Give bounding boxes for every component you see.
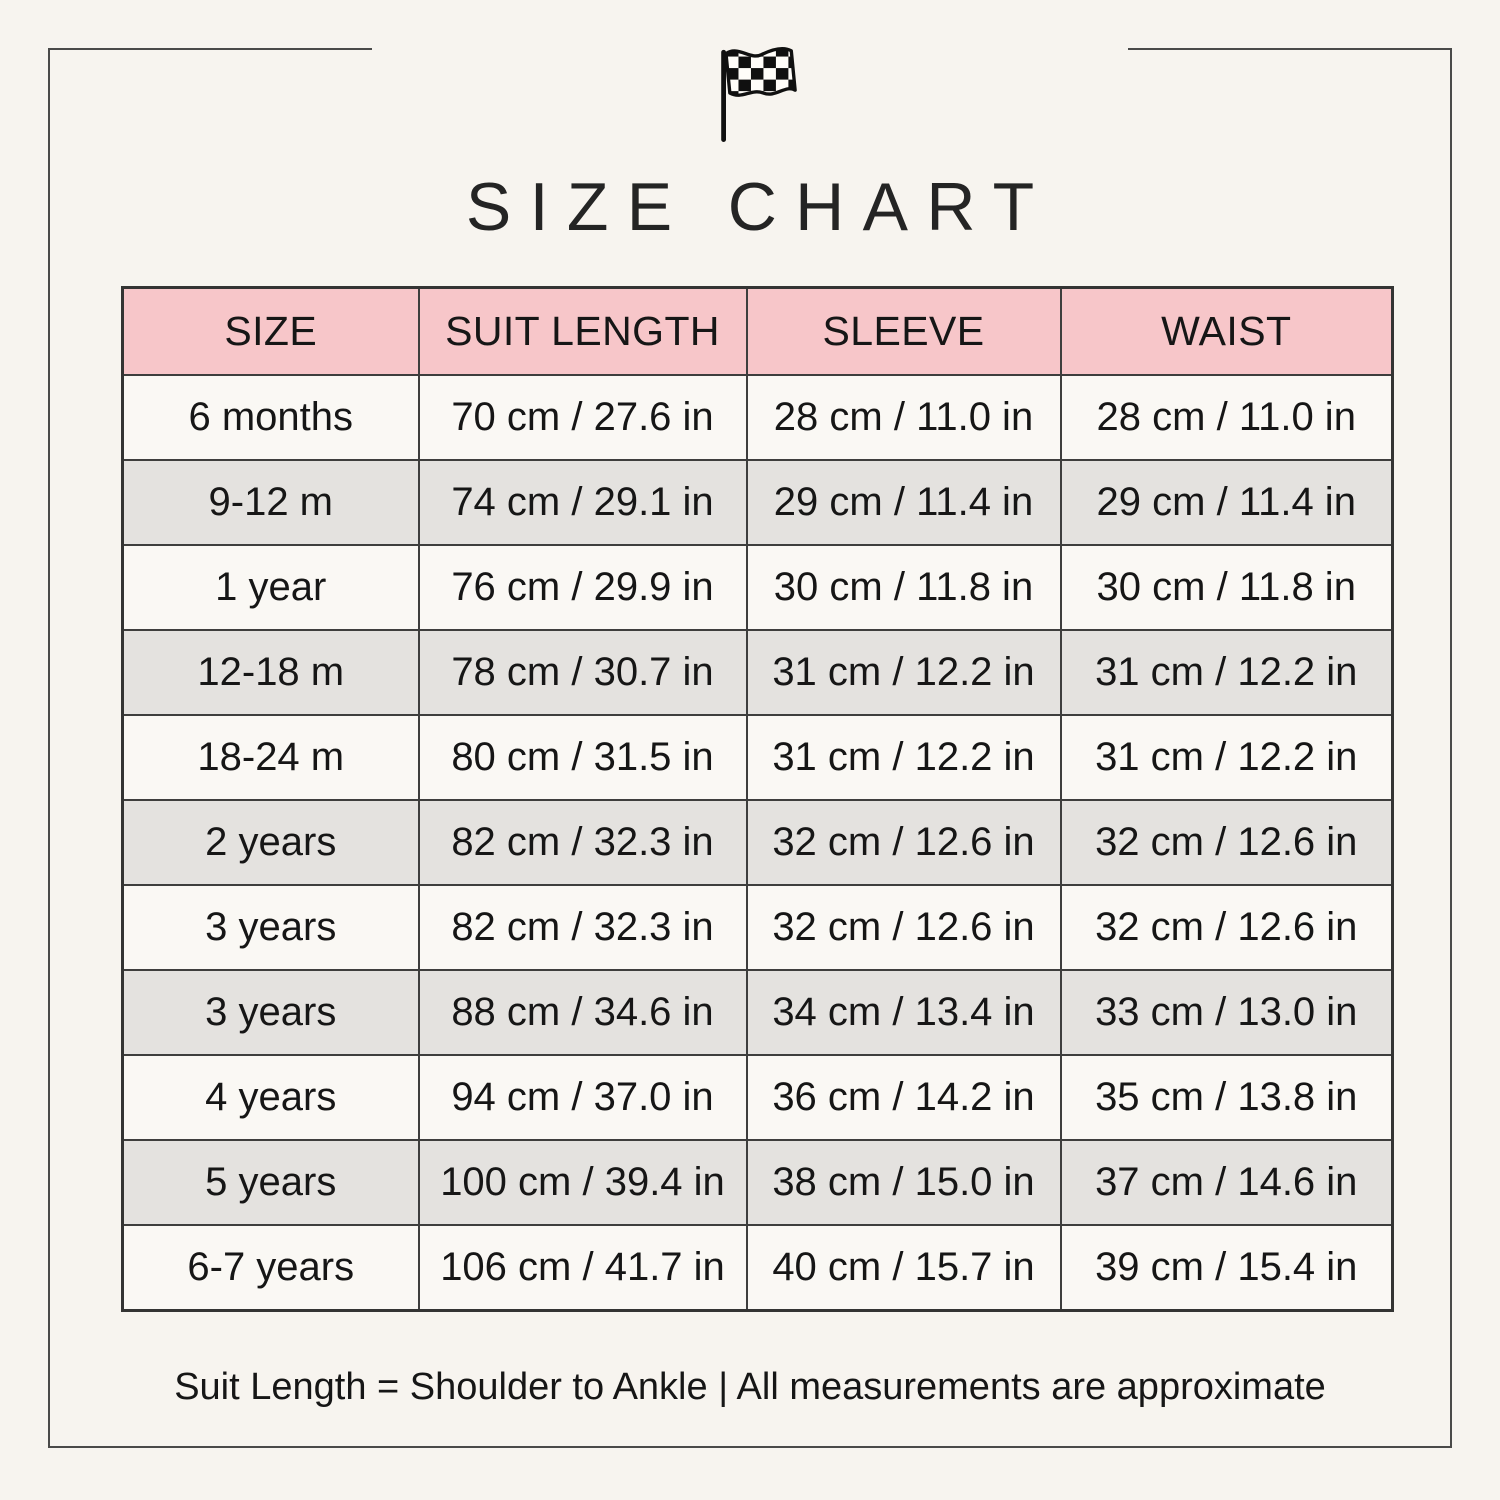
page-title: SIZE CHART: [465, 169, 1053, 245]
table-row: 2 years 82 cm / 32.3 in 32 cm / 12.6 in 32 …: [121, 799, 1394, 886]
table-row: 6-7 years 106 cm / 41.7 in 40 cm / 15.7 in…: [121, 1224, 1394, 1311]
table-row: 6 months 70 cm / 27.6 in 28 cm / 11.0 in 28…: [121, 374, 1394, 461]
measurement-cell: 31 cm / 12.2 in: [1059, 714, 1394, 801]
table-row: 9-12 m 74 cm / 29.1 in 29 cm / 11.4 in 29 c…: [121, 459, 1394, 546]
measurement-cell: 78 cm / 30.7 in: [417, 629, 748, 716]
table-header-row: SIZE SUIT LENGTH SLEEVE WAIST: [121, 286, 1394, 376]
measurement-cell: 76 cm / 29.9 in: [417, 544, 748, 631]
column-header-size: SIZE: [121, 286, 420, 376]
table-body: 6 months 70 cm / 27.6 in 28 cm / 11.0 in 28…: [121, 374, 1394, 1311]
measurement-cell: 29 cm / 11.4 in: [1059, 459, 1394, 546]
size-cell: 6 months: [121, 374, 420, 461]
measurement-cell: 40 cm / 15.7 in: [745, 1224, 1062, 1311]
measurement-cell: 38 cm / 15.0 in: [745, 1139, 1062, 1226]
size-cell: 3 years: [121, 884, 420, 971]
size-cell: 3 years: [121, 969, 420, 1056]
measurement-cell: 35 cm / 13.8 in: [1059, 1054, 1394, 1141]
measurement-cell: 37 cm / 14.6 in: [1059, 1139, 1394, 1226]
measurement-cell: 70 cm / 27.6 in: [417, 374, 748, 461]
measurement-cell: 31 cm / 12.2 in: [745, 629, 1062, 716]
measurement-cell: 32 cm / 12.6 in: [1059, 884, 1394, 971]
measurement-cell: 32 cm / 12.6 in: [1059, 799, 1394, 886]
table-row: 4 years 94 cm / 37.0 in 36 cm / 14.2 in 35 …: [121, 1054, 1394, 1141]
size-cell: 12-18 m: [121, 629, 420, 716]
measurement-cell: 39 cm / 15.4 in: [1059, 1224, 1394, 1311]
measurement-cell: 33 cm / 13.0 in: [1059, 969, 1394, 1056]
table-row: 5 years 100 cm / 39.4 in 38 cm / 15.0 in 37…: [121, 1139, 1394, 1226]
table-row: 3 years 82 cm / 32.3 in 32 cm / 12.6 in 32 …: [121, 884, 1394, 971]
size-cell: 6-7 years: [121, 1224, 420, 1311]
measurement-cell: 36 cm / 14.2 in: [745, 1054, 1062, 1141]
table-row: 18-24 m 80 cm / 31.5 in 31 cm / 12.2 in 31 …: [121, 714, 1394, 801]
measurement-cell: 100 cm / 39.4 in: [417, 1139, 748, 1226]
size-cell: 2 years: [121, 799, 420, 886]
measurement-cell: 28 cm / 11.0 in: [745, 374, 1062, 461]
measurement-cell: 31 cm / 12.2 in: [1059, 629, 1394, 716]
size-cell: 9-12 m: [121, 459, 420, 546]
size-chart-table: SIZE SUIT LENGTH SLEEVE WAIST 6 months 70 cm…: [121, 286, 1394, 1312]
checkered-flag-icon: [702, 42, 798, 146]
measurement-cell: 94 cm / 37.0 in: [417, 1054, 748, 1141]
frame-top-gap: [372, 44, 1128, 54]
size-cell: 1 year: [121, 544, 420, 631]
measurement-cell: 29 cm / 11.4 in: [745, 459, 1062, 546]
measurement-cell: 82 cm / 32.3 in: [417, 799, 748, 886]
column-header-suit-length: SUIT LENGTH: [417, 286, 748, 376]
measurement-cell: 28 cm / 11.0 in: [1059, 374, 1394, 461]
measurement-cell: 34 cm / 13.4 in: [745, 969, 1062, 1056]
table-row: 12-18 m 78 cm / 30.7 in 31 cm / 12.2 in 31 …: [121, 629, 1394, 716]
table-row: 3 years 88 cm / 34.6 in 34 cm / 13.4 in 33 …: [121, 969, 1394, 1056]
measurement-cell: 30 cm / 11.8 in: [745, 544, 1062, 631]
size-cell: 5 years: [121, 1139, 420, 1226]
measurement-cell: 30 cm / 11.8 in: [1059, 544, 1394, 631]
footer-note: Suit Length = Shoulder to Ankle | All me…: [174, 1366, 1326, 1408]
measurement-cell: 32 cm / 12.6 in: [745, 884, 1062, 971]
measurement-cell: 74 cm / 29.1 in: [417, 459, 748, 546]
measurement-cell: 31 cm / 12.2 in: [745, 714, 1062, 801]
measurement-cell: 32 cm / 12.6 in: [745, 799, 1062, 886]
size-cell: 18-24 m: [121, 714, 420, 801]
measurement-cell: 88 cm / 34.6 in: [417, 969, 748, 1056]
measurement-cell: 106 cm / 41.7 in: [417, 1224, 748, 1311]
column-header-waist: WAIST: [1059, 286, 1394, 376]
measurement-cell: 82 cm / 32.3 in: [417, 884, 748, 971]
table-row: 1 year 76 cm / 29.9 in 30 cm / 11.8 in 30 c…: [121, 544, 1394, 631]
measurement-cell: 80 cm / 31.5 in: [417, 714, 748, 801]
column-header-sleeve: SLEEVE: [745, 286, 1062, 376]
size-cell: 4 years: [121, 1054, 420, 1141]
